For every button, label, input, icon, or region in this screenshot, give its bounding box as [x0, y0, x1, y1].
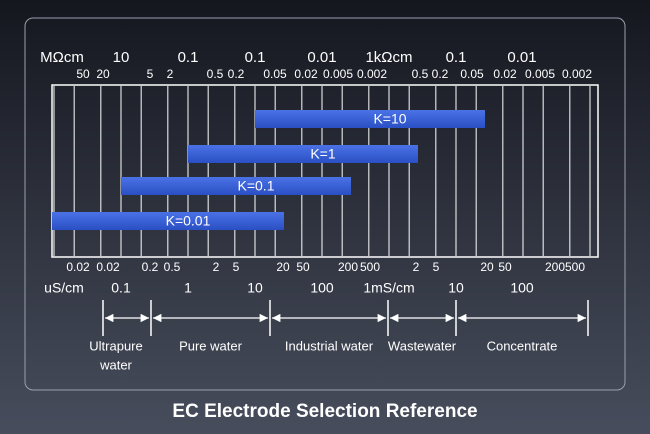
bar-label: K=0.01 [166, 213, 211, 229]
scale-label: 50 [296, 260, 310, 274]
scale-label: 1mS/cm [363, 280, 414, 296]
electrode-bar [52, 212, 284, 230]
scale-label: 1kΩcm [365, 49, 412, 66]
scale-label: 5 [147, 67, 154, 81]
scale-label: 0.05 [263, 67, 287, 81]
electrode-bar [121, 177, 351, 195]
scale-label: 200500 [545, 260, 585, 274]
range-label: Concentrate [487, 338, 558, 353]
scale-label: 0.005 [525, 67, 555, 81]
scale-label: 0.5 [207, 67, 224, 81]
scale-label: 0.2 [142, 260, 159, 274]
scale-label: 2 [213, 260, 220, 274]
chart-box [51, 84, 599, 258]
scale-label: uS/cm [44, 280, 84, 296]
scale-label: 2 [413, 260, 420, 274]
scale-label: 0.02 [294, 67, 318, 81]
scale-label: 100 [310, 280, 334, 296]
scale-label: 0.1 [111, 280, 131, 296]
scale-label: 0.002 [357, 67, 387, 81]
scale-label: 0.2 [228, 67, 245, 81]
scale-label: 10 [247, 280, 263, 296]
electrode-bar [255, 110, 485, 128]
scale-label: 0.1 [178, 49, 199, 66]
range-label: Wastewater [388, 338, 457, 353]
panel [24, 17, 626, 391]
bar-label: K=10 [373, 111, 406, 127]
scale-label: 0.1 [446, 49, 467, 66]
scale-label: 0.5 [412, 67, 429, 81]
scale-label: 0.02 [96, 260, 120, 274]
range-label: Pure water [179, 338, 243, 353]
scale-label: 0.002 [562, 67, 592, 81]
scale-label: 1 [184, 280, 192, 296]
scale-label: 0.2 [432, 67, 449, 81]
scale-label: 20 [480, 260, 494, 274]
bar-label: K=1 [310, 146, 336, 162]
scale-label: 10 [448, 280, 464, 296]
scale-label: 0.01 [507, 49, 536, 66]
scale-label: 2 [167, 67, 174, 81]
scale-label: 200 [338, 260, 358, 274]
scale-label: 5 [433, 260, 440, 274]
scale-label: 0.5 [164, 260, 181, 274]
scale-label: 500 [360, 260, 380, 274]
scale-label: 50 [498, 260, 512, 274]
scale-label: 10 [113, 49, 130, 66]
scale-label: 0.01 [307, 49, 336, 66]
scale-label: 0.02 [66, 260, 90, 274]
scale-label: 0.1 [245, 49, 266, 66]
scale-label: 100 [510, 280, 534, 296]
scale-label: 0.02 [493, 67, 517, 81]
scale-label: 5 [233, 260, 240, 274]
bar-label: K=0.1 [238, 178, 275, 194]
scale-label: MΩcm [40, 49, 84, 66]
electrode-bar [188, 145, 418, 163]
scale-label: 50 [76, 67, 90, 81]
title: EC Electrode Selection Reference [172, 401, 477, 422]
range-label: Industrial water [285, 338, 374, 353]
range-label: Ultrapure [89, 338, 142, 353]
scale-label: 20 [276, 260, 290, 274]
scale-label: 0.05 [460, 67, 484, 81]
scale-label: 0.005 [323, 67, 353, 81]
range-label: water [99, 357, 132, 372]
scale-label: 20 [96, 67, 110, 81]
